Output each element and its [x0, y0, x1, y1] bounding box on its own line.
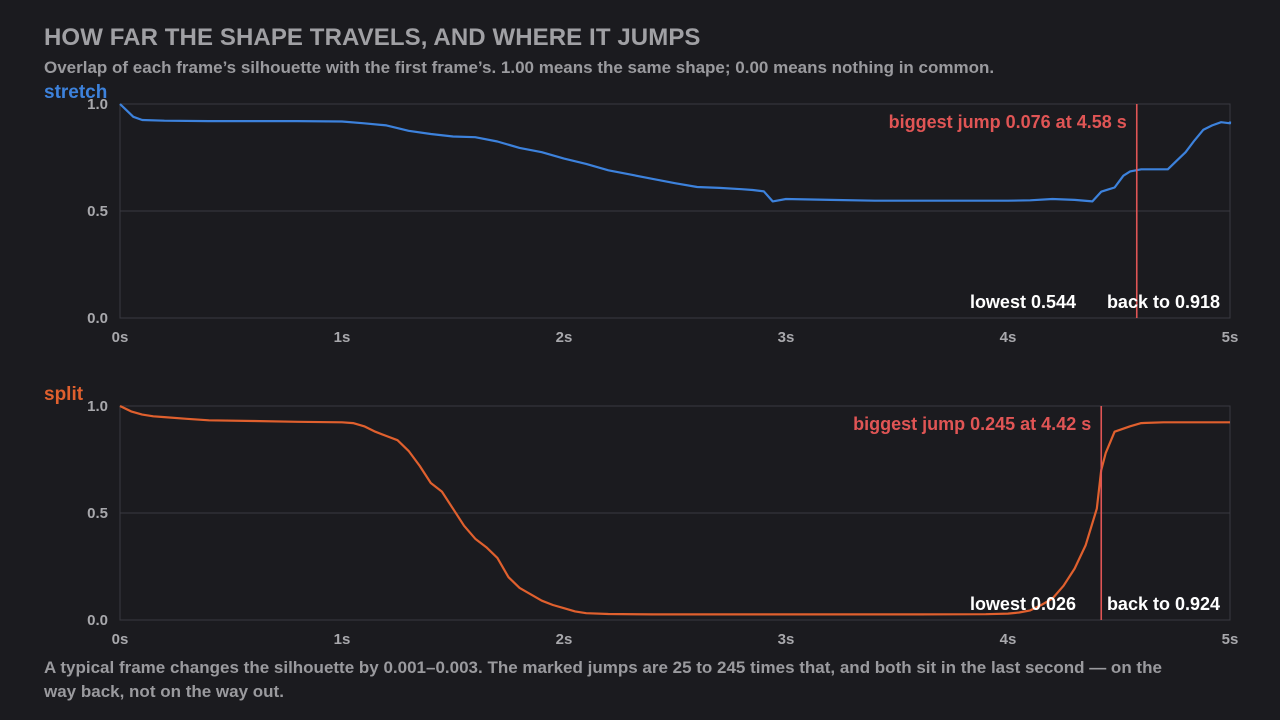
- split-panel-label: split: [44, 384, 84, 405]
- split-jump-label: biggest jump 0.245 at 4.42 s: [853, 414, 1091, 434]
- stretch-jump-label: biggest jump 0.076 at 4.58 s: [889, 112, 1127, 132]
- split-x-tick-label: 4s: [1000, 631, 1017, 648]
- chart-footnote: A typical frame changes the silhouette b…: [44, 658, 1162, 701]
- split-y-tick-label: 0.0: [87, 612, 108, 629]
- stretch-x-tick-label: 1s: [334, 329, 351, 346]
- stretch-series-line: [119, 103, 1232, 203]
- split-series-line: [119, 405, 1230, 616]
- stretch-y-tick-label: 1.0: [87, 96, 108, 113]
- chart-title: HOW FAR THE SHAPE TRAVELS, AND WHERE IT …: [44, 24, 701, 51]
- stretch-back-label: back to 0.918: [1107, 292, 1220, 312]
- stretch-y-tick-label: 0.5: [87, 203, 108, 220]
- split-x-tick-label: 2s: [556, 631, 573, 648]
- stretch-lowest-label: lowest 0.544: [970, 292, 1076, 312]
- stretch-x-tick-label: 3s: [778, 329, 795, 346]
- stretch-x-tick-label: 5s: [1222, 329, 1239, 346]
- split-back-label: back to 0.924: [1107, 594, 1220, 614]
- split-panel: 0.0 0.5 1.0 0s 1s 2s 3s 4s 5s split biggest jump 0…: [44, 384, 1238, 648]
- split-x-tick-label: 3s: [778, 631, 795, 648]
- split-y-tick-label: 1.0: [87, 398, 108, 415]
- stretch-x-tick-label: 0s: [112, 329, 129, 346]
- split-x-tick-label: 5s: [1222, 631, 1239, 648]
- stretch-panel-label: stretch: [44, 82, 107, 103]
- stretch-x-tick-label: 2s: [556, 329, 573, 346]
- stretch-panel: 0.0 0.5 1.0 0s 1s 2s 3s 4s 5s stretch biggest jump…: [44, 82, 1238, 346]
- split-lowest-label: lowest 0.026: [970, 594, 1076, 614]
- split-x-tick-label: 1s: [334, 631, 351, 648]
- chart-subtitle: Overlap of each frame’s silhouette with …: [44, 58, 995, 77]
- stretch-y-tick-label: 0.0: [87, 310, 108, 327]
- stretch-x-tick-label: 4s: [1000, 329, 1017, 346]
- split-y-tick-label: 0.5: [87, 505, 108, 522]
- split-x-tick-label: 0s: [112, 631, 129, 648]
